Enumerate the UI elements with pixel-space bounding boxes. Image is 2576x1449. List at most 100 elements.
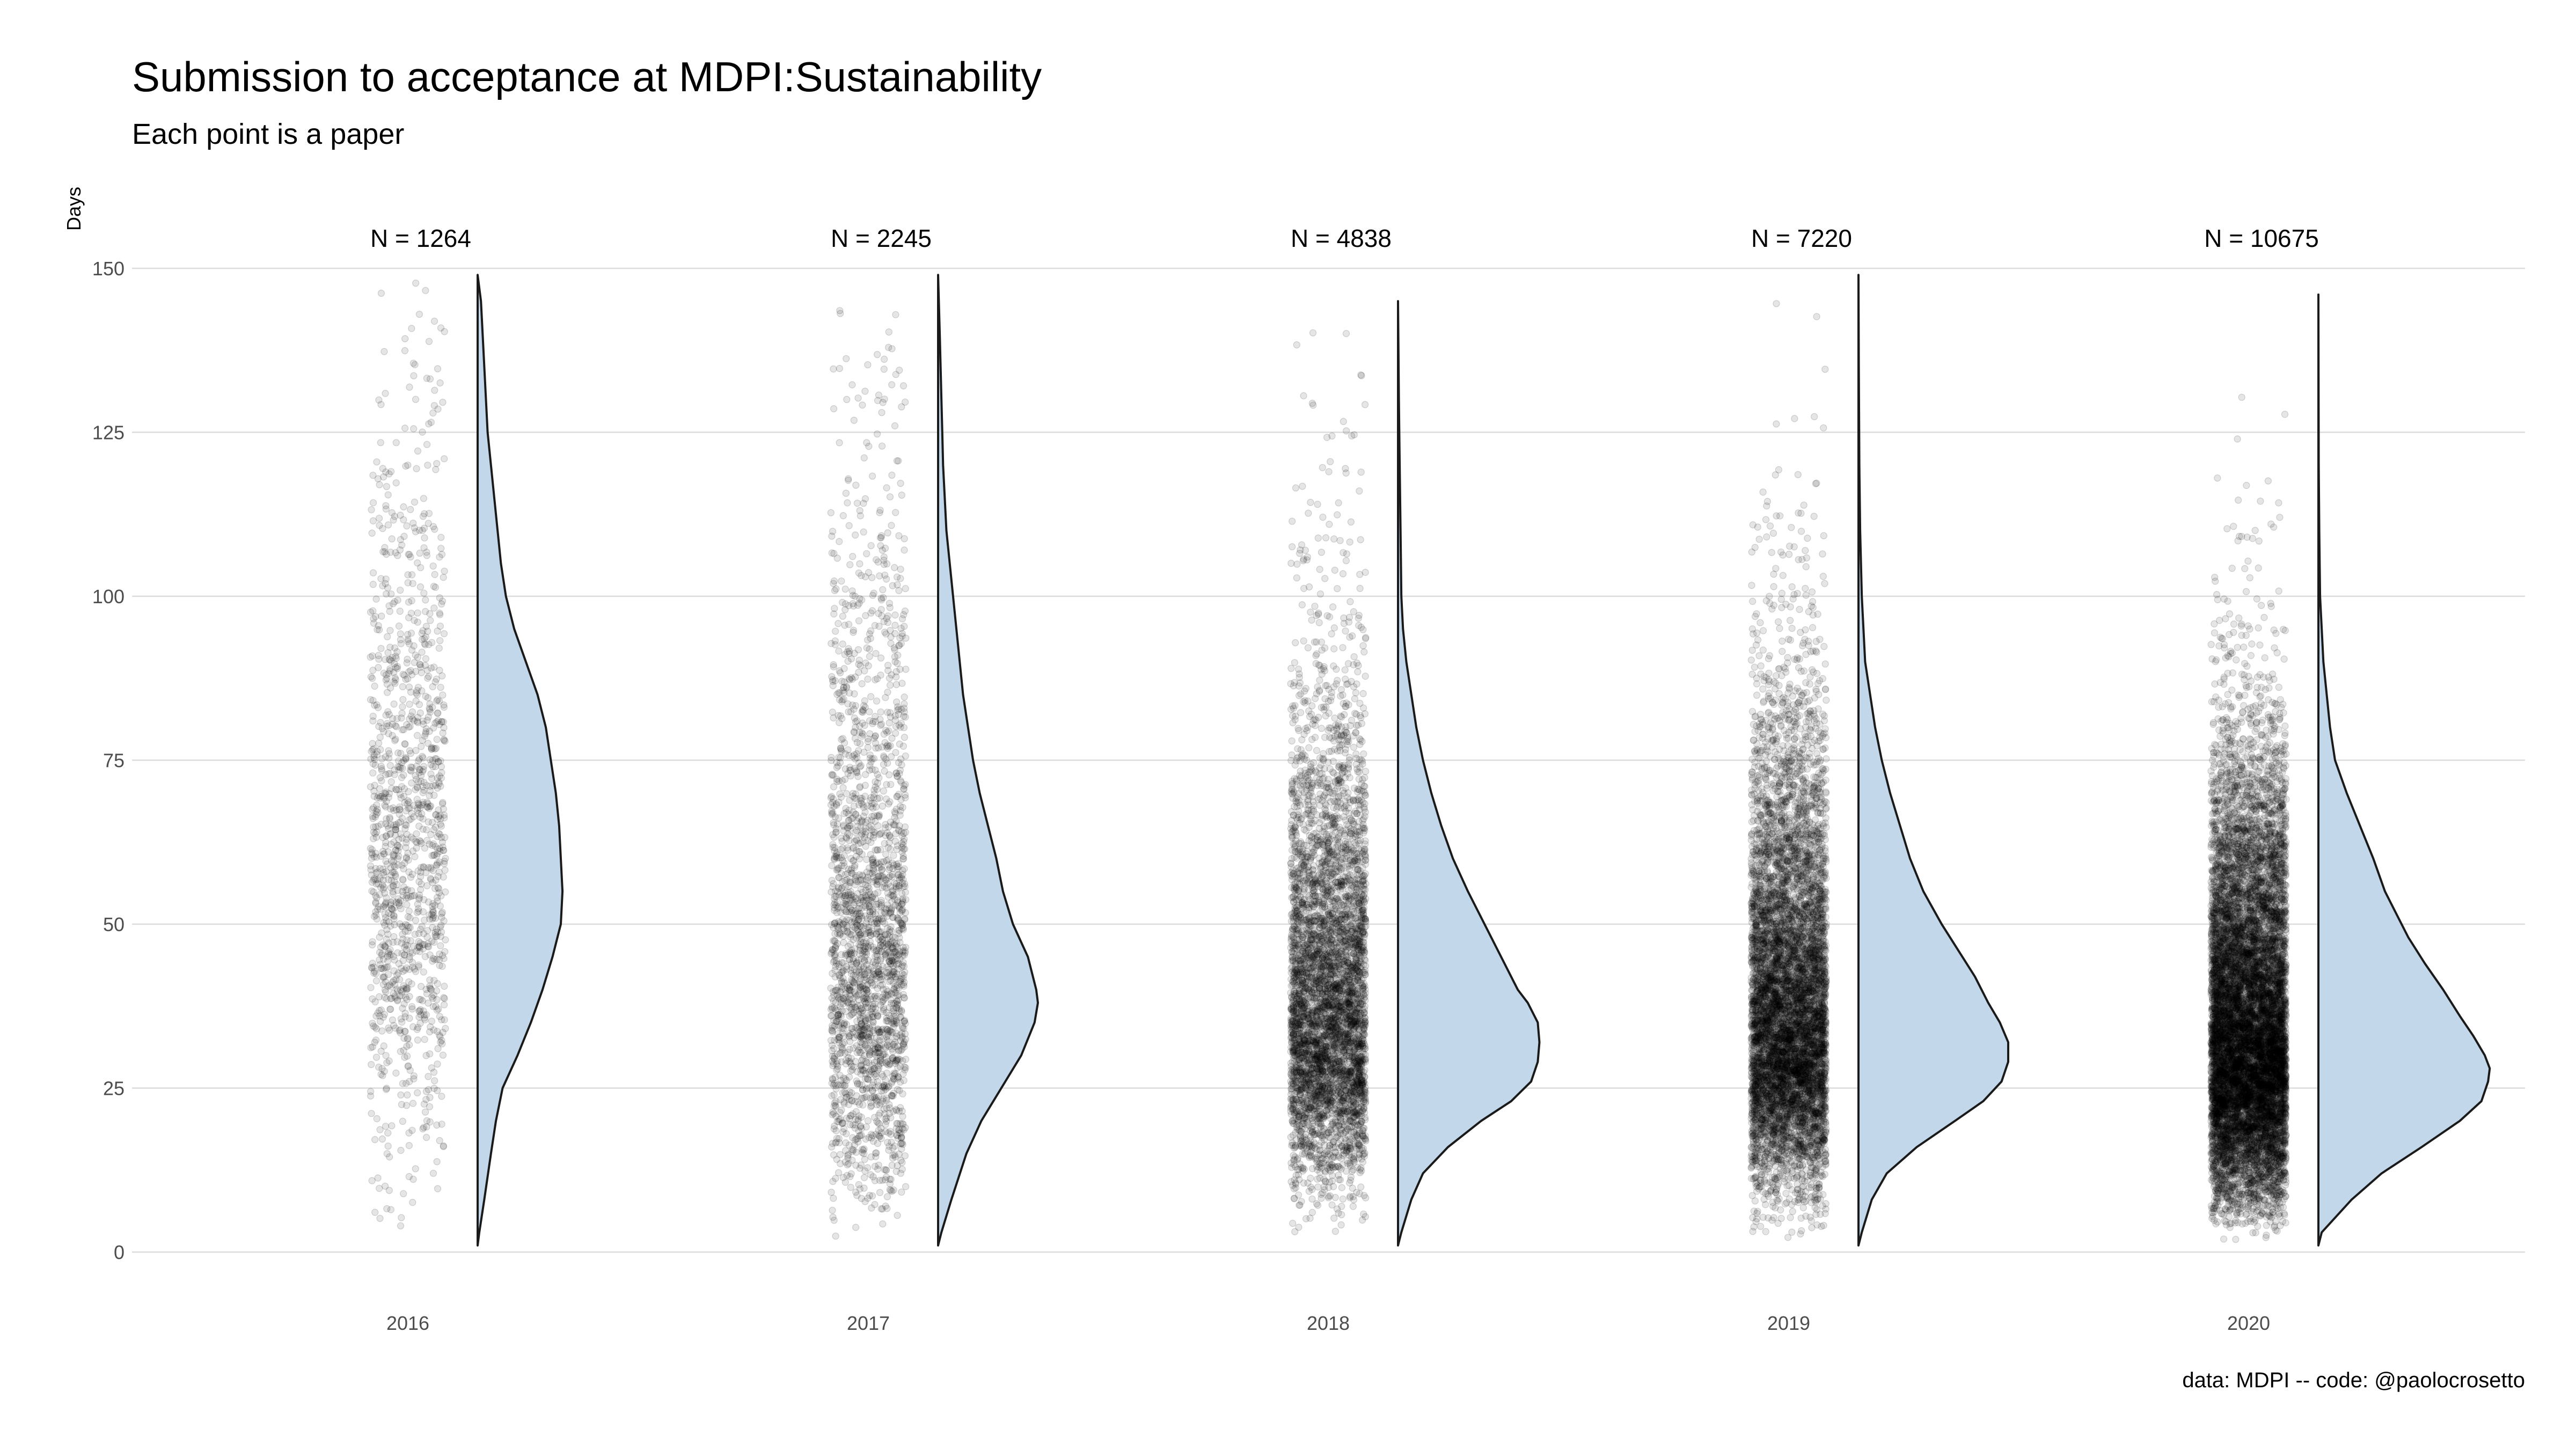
data-point: [404, 571, 412, 579]
data-point: [419, 767, 426, 775]
data-point: [838, 1058, 845, 1066]
data-point: [829, 1213, 837, 1221]
data-point: [835, 814, 843, 822]
data-point: [858, 1094, 866, 1102]
data-point: [422, 985, 430, 993]
data-point: [412, 528, 420, 536]
data-point: [829, 1111, 836, 1118]
data-point: [386, 815, 393, 823]
data-point: [441, 983, 448, 990]
data-point: [385, 747, 392, 755]
data-point: [368, 964, 376, 971]
y-tick-label: 0: [114, 1241, 125, 1263]
data-point: [835, 1135, 843, 1143]
data-point: [438, 769, 445, 777]
data-point: [396, 608, 404, 615]
data-point: [875, 1161, 882, 1169]
data-point: [851, 751, 858, 759]
data-point: [372, 899, 379, 907]
data-point: [375, 903, 383, 910]
data-point: [888, 381, 896, 389]
data-point: [863, 550, 870, 558]
data-point: [836, 790, 844, 798]
data-point: [872, 992, 879, 1000]
data-point: [854, 1115, 862, 1123]
data-point: [844, 657, 852, 665]
data-point: [835, 1034, 843, 1042]
data-point: [896, 1126, 903, 1134]
data-point: [368, 1060, 375, 1069]
data-point: [384, 770, 392, 778]
data-point: [890, 852, 897, 859]
data-point: [880, 787, 888, 795]
data-point: [408, 646, 416, 654]
data-point: [412, 917, 420, 924]
chart-subtitle: Each point is a paper: [132, 118, 404, 150]
data-point: [866, 653, 874, 660]
data-point: [830, 958, 837, 966]
data-point: [882, 575, 890, 583]
data-point: [830, 937, 837, 945]
data-point: [436, 1137, 443, 1144]
data-point: [902, 794, 909, 802]
data-point: [891, 422, 899, 430]
data-point: [371, 701, 378, 709]
data-point: [377, 1006, 385, 1014]
data-point: [423, 882, 431, 890]
data-point: [382, 676, 390, 684]
data-point: [892, 1168, 900, 1175]
data-point: [855, 661, 862, 668]
data-point: [431, 901, 439, 909]
data-point: [836, 538, 843, 545]
data-point: [848, 381, 856, 389]
data-point: [398, 1214, 405, 1221]
data-point: [1314, 1183, 1322, 1191]
data-point: [383, 590, 390, 598]
data-point: [415, 1007, 423, 1015]
data-point: [410, 372, 418, 379]
data-point: [843, 790, 851, 797]
data-point: [1334, 511, 1341, 518]
data-point: [874, 1025, 882, 1033]
data-point: [427, 863, 435, 871]
data-point: [439, 1028, 447, 1036]
data-point: [392, 479, 400, 487]
data-point: [420, 495, 428, 502]
data-point: [866, 1084, 873, 1092]
data-point: [369, 581, 377, 588]
data-point: [384, 1143, 392, 1150]
data-point: [857, 1030, 865, 1038]
data-point: [866, 708, 873, 715]
data-point: [413, 830, 420, 838]
data-point: [433, 1028, 441, 1035]
data-point: [388, 905, 396, 913]
data-point: [426, 700, 434, 708]
data-point: [389, 939, 397, 946]
data-point: [896, 977, 903, 985]
data-point: [413, 731, 421, 740]
data-point: [387, 590, 395, 598]
data-point: [900, 845, 908, 853]
data-point: [830, 365, 837, 373]
data-point: [401, 825, 409, 832]
data-point: [419, 997, 427, 1005]
data-point: [830, 1125, 838, 1132]
data-point: [830, 610, 838, 618]
data-point: [411, 891, 418, 899]
data-point: [888, 471, 896, 479]
data-point: [426, 375, 434, 383]
data-point: [370, 787, 378, 795]
data-point: [369, 667, 377, 674]
data-point: [846, 561, 854, 568]
data-point: [890, 985, 898, 993]
data-point: [873, 350, 881, 358]
data-point: [845, 475, 852, 482]
data-point: [378, 964, 385, 972]
data-point: [367, 653, 374, 661]
data-point: [860, 454, 868, 462]
data-point: [842, 804, 850, 813]
data-point: [838, 959, 846, 967]
data-point: [408, 949, 416, 957]
data-point: [390, 967, 398, 975]
data-point: [881, 990, 888, 998]
